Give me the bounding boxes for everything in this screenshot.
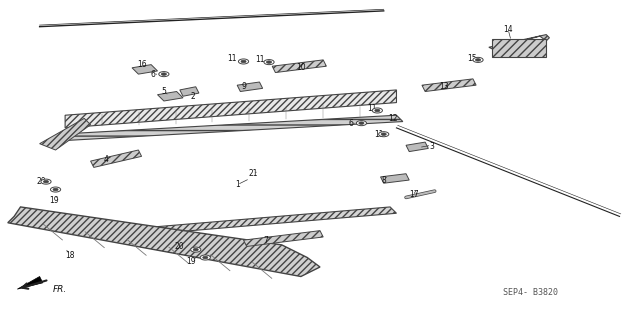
Polygon shape <box>381 174 409 183</box>
Circle shape <box>372 108 383 113</box>
Text: 11: 11 <box>227 55 237 63</box>
Text: 20: 20 <box>175 242 184 251</box>
Text: 15: 15 <box>467 54 476 63</box>
Circle shape <box>241 60 246 63</box>
Text: 8: 8 <box>381 175 386 185</box>
Text: 18: 18 <box>65 251 75 260</box>
Text: 19: 19 <box>49 196 59 205</box>
Text: SEP4- B3820: SEP4- B3820 <box>503 288 558 297</box>
Circle shape <box>356 121 367 126</box>
Text: 6: 6 <box>348 119 353 128</box>
Circle shape <box>193 249 198 251</box>
Polygon shape <box>244 231 323 247</box>
Text: 5: 5 <box>161 87 166 96</box>
Text: 4: 4 <box>104 155 109 164</box>
Text: 2: 2 <box>190 92 195 101</box>
Circle shape <box>203 256 208 259</box>
Circle shape <box>191 247 201 252</box>
Circle shape <box>473 57 483 63</box>
Circle shape <box>41 179 51 184</box>
Polygon shape <box>157 92 183 101</box>
Polygon shape <box>59 115 403 141</box>
Circle shape <box>266 61 271 63</box>
Polygon shape <box>129 207 396 235</box>
Text: 6: 6 <box>150 70 156 78</box>
Polygon shape <box>132 65 157 74</box>
Text: 19: 19 <box>186 257 196 266</box>
Circle shape <box>375 109 380 112</box>
Circle shape <box>476 59 481 61</box>
Polygon shape <box>40 118 91 150</box>
Circle shape <box>44 180 49 183</box>
Polygon shape <box>489 34 549 49</box>
Polygon shape <box>180 87 199 96</box>
Polygon shape <box>8 207 320 277</box>
Polygon shape <box>91 150 141 167</box>
Text: 13: 13 <box>440 82 449 91</box>
Text: 10: 10 <box>296 63 306 72</box>
Polygon shape <box>272 60 326 72</box>
Circle shape <box>200 255 211 260</box>
Circle shape <box>159 71 169 77</box>
Polygon shape <box>406 142 428 152</box>
Text: 11: 11 <box>374 130 383 139</box>
Text: 11: 11 <box>255 56 264 64</box>
Text: 3: 3 <box>429 142 434 151</box>
Circle shape <box>161 73 166 75</box>
Text: 9: 9 <box>241 82 246 91</box>
Polygon shape <box>422 79 476 92</box>
Text: 7: 7 <box>264 236 268 245</box>
Text: 1: 1 <box>235 180 239 189</box>
Circle shape <box>379 132 389 137</box>
Text: 16: 16 <box>137 60 147 69</box>
Bar <box>492 39 546 57</box>
Text: 21: 21 <box>248 169 258 178</box>
Text: FR.: FR. <box>52 285 67 294</box>
Circle shape <box>359 122 364 124</box>
Circle shape <box>381 133 387 136</box>
Text: 20: 20 <box>36 177 45 186</box>
Text: 12: 12 <box>388 114 398 123</box>
Circle shape <box>239 59 248 64</box>
Circle shape <box>53 188 58 191</box>
Text: 17: 17 <box>410 190 419 199</box>
Circle shape <box>264 60 274 65</box>
Text: 11: 11 <box>367 104 377 113</box>
Polygon shape <box>237 82 262 92</box>
Polygon shape <box>17 277 43 289</box>
Text: 14: 14 <box>503 25 513 34</box>
Polygon shape <box>65 90 396 128</box>
Circle shape <box>51 187 61 192</box>
